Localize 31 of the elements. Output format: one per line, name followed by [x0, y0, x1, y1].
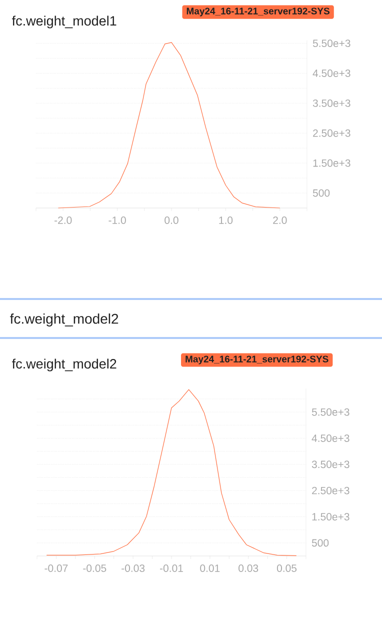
y-tick-label: 500 — [312, 539, 329, 547]
x-tick-label: 2.0 — [273, 216, 287, 224]
x-tick-label: -0.07 — [44, 564, 68, 572]
y-tick-label: 500 — [312, 189, 330, 197]
x-tick-label: 1.0 — [219, 216, 233, 224]
x-tick-label: 0.05 — [276, 564, 297, 572]
y-tick-label: 1.50e+3 — [312, 513, 350, 520]
x-tick-label: -0.05 — [83, 564, 106, 572]
x-tick-label: 0.03 — [238, 564, 258, 572]
x-tick-label: 0.0 — [164, 216, 178, 224]
x-tick-label: -0.03 — [122, 564, 145, 572]
x-tick-label: -1.0 — [108, 216, 126, 224]
y-tick-label: 4.50e+3 — [312, 70, 350, 77]
y-tick-label: 2.50e+3 — [312, 486, 350, 494]
line-series — [46, 389, 297, 556]
chart-title: fc.weight_model2 — [12, 358, 116, 372]
x-tick-label: -0.01 — [160, 564, 183, 572]
text: fc.weight_model2 — [10, 313, 118, 327]
x-tick-label: -2.0 — [54, 216, 72, 224]
y-tick-label: 5.50e+3 — [312, 408, 350, 416]
chart-title: fc.weight_model1 — [12, 16, 116, 28]
text: May24_16-11-21_server192-SYS — [186, 8, 330, 16]
y-tick-label: 1.50e+3 — [313, 159, 350, 167]
x-tick-label: 0.01 — [200, 564, 220, 572]
y-tick-label: 3.50e+3 — [312, 460, 350, 468]
text: May24_16-11-21_server192-SYS — [186, 356, 328, 364]
y-tick-label: 4.50e+3 — [312, 434, 350, 442]
y-tick-label: 5.50e+3 — [312, 40, 350, 48]
y-tick-label: 2.50e+3 — [313, 129, 350, 137]
y-tick-label: 3.50e+3 — [312, 99, 350, 107]
line-series — [58, 42, 280, 208]
